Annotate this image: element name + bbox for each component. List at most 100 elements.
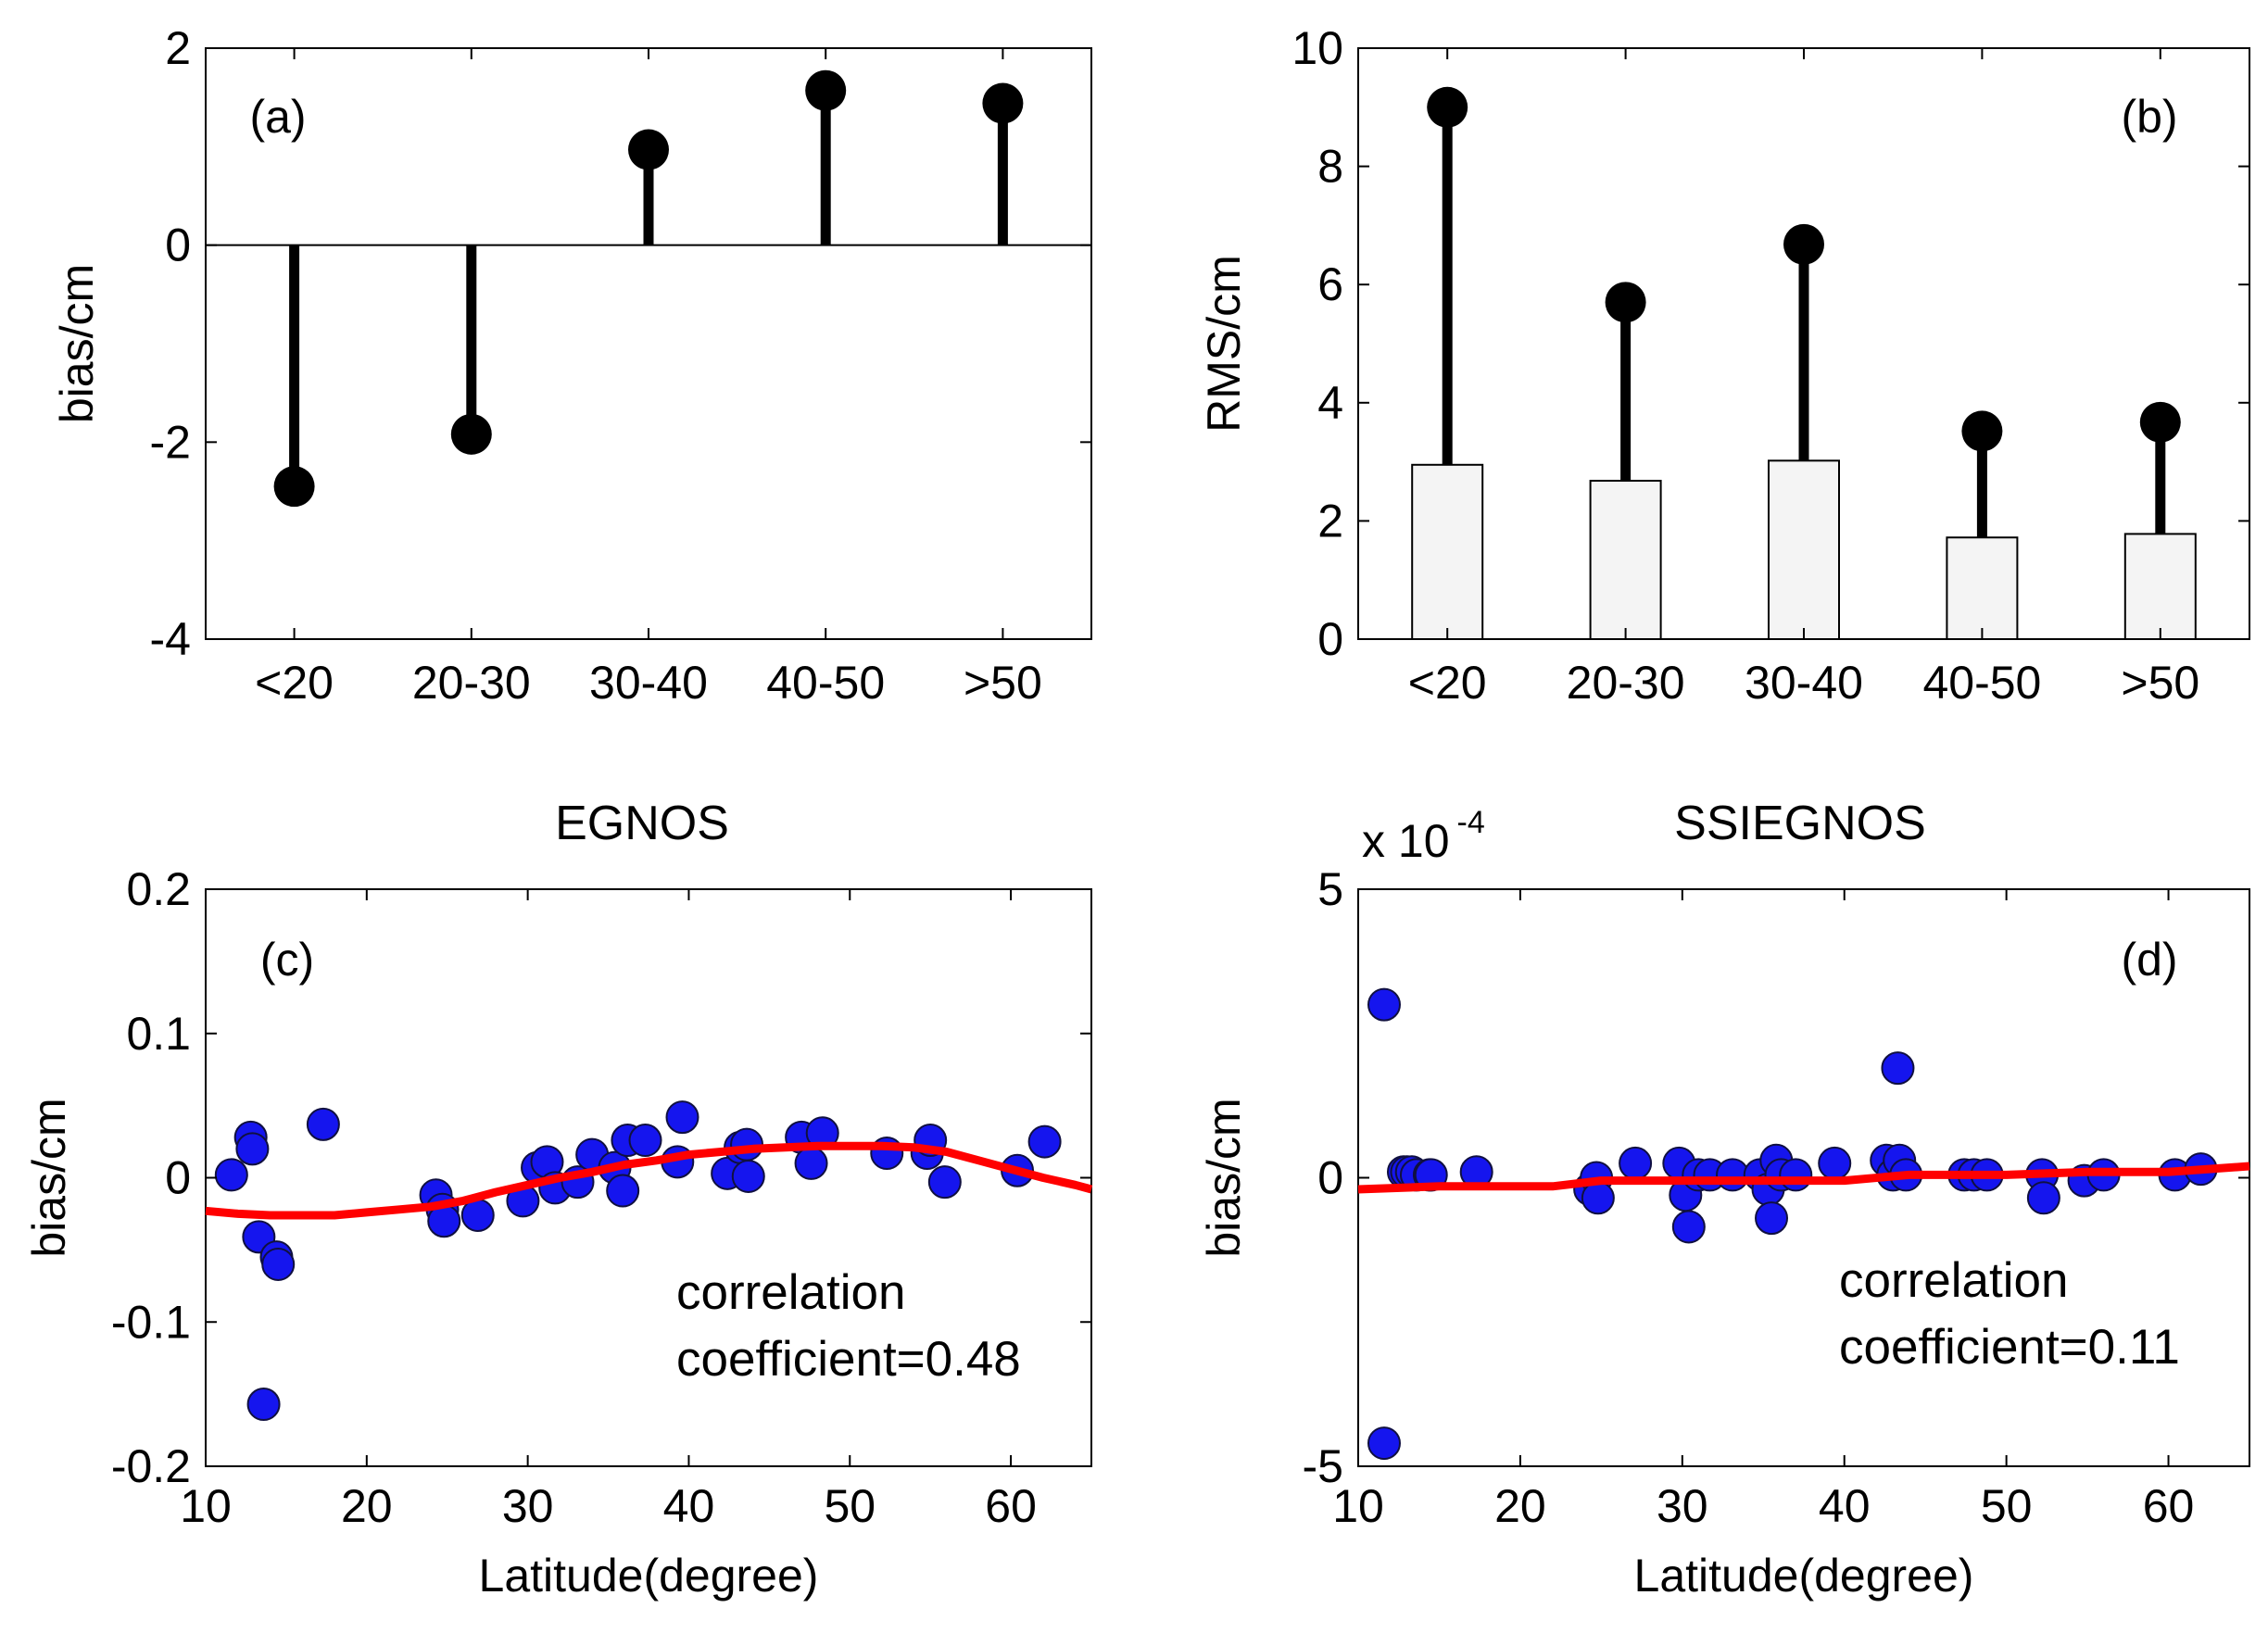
panel-d-xtick-label: 20: [1494, 1480, 1546, 1532]
panel-c-ytick-label: 0.2: [126, 863, 191, 915]
panel-b-ytick-label: 0: [1317, 613, 1343, 665]
panel-c-xtick-label: 10: [180, 1480, 232, 1532]
panel-b-ytick-label: 10: [1292, 22, 1343, 74]
panel-c-point: [261, 1247, 296, 1281]
panel-d-annotation-line1: correlation: [1839, 1253, 2068, 1308]
panel-a-xtick-label: >50: [964, 657, 1042, 709]
panel-a-ytick-label: 0: [165, 220, 191, 271]
panel-a-xtick-label: 40-50: [766, 657, 885, 709]
panel-d-point: [1671, 1210, 1706, 1244]
panel-c-point: [665, 1100, 699, 1135]
panel-c: -0.2 -0.1 0 0.1 0.2 10 20 30 40 50 60 Latitude(degr…: [23, 797, 1093, 1602]
panel-d-xlabel: Latitude(degree): [1634, 1550, 1974, 1602]
panel-c-point: [1027, 1124, 1062, 1159]
panel-d-xtick-label: 50: [1981, 1480, 2033, 1532]
panel-c-annotation-line1: correlation: [676, 1265, 905, 1320]
panel-a-stem-marker: [273, 466, 315, 508]
panel-d-exponent-base: x 10: [1362, 815, 1450, 867]
panel-c-xtick-label: 50: [824, 1480, 876, 1532]
panel-c-xlabel: Latitude(degree): [479, 1550, 819, 1602]
panel-b-stem-marker: [1605, 282, 1646, 323]
panel-d-ylabel: bias/cm: [1198, 1098, 1250, 1257]
panel-c-annotation-line2: coefficient=0.48: [676, 1332, 1021, 1387]
panel-b: (b) 0 2 4 6 8 10 <20 20-30 30-40 40-50 >50 RMS/cm: [1198, 22, 2250, 709]
panel-d-point: [2026, 1181, 2060, 1215]
panel-a-xtick-label: 30-40: [589, 657, 708, 709]
panel-c-point: [628, 1124, 662, 1158]
panel-b-ytick-label: 4: [1317, 377, 1343, 429]
panel-d-ytick-label: -5: [1303, 1440, 1343, 1492]
panel-d-exponent-power: -4: [1457, 805, 1485, 840]
panel-c-title: EGNOS: [555, 797, 729, 850]
panel-a-ylabel: bias/cm: [51, 264, 103, 423]
panel-a-ytick-label: -4: [150, 613, 191, 665]
panel-d-point: [1818, 1146, 1852, 1180]
panel-d-point: [1367, 987, 1401, 1022]
panel-d-ytick-label: 5: [1317, 863, 1343, 915]
panel-b-stem-marker: [2139, 401, 2181, 443]
panel-c-xtick-label: 30: [502, 1480, 554, 1532]
panel-d-point: [1367, 1426, 1401, 1461]
panel-a-label: (a): [249, 91, 306, 143]
panel-d-annotation-line2: coefficient=0.11: [1839, 1320, 2180, 1375]
panel-d-label: (d): [2121, 934, 2177, 986]
panel-d-xtick-label: 30: [1657, 1480, 1708, 1532]
panel-b-bar: [1411, 463, 1484, 641]
panel-c-ytick-label: -0.1: [111, 1296, 191, 1348]
panel-a: (a) -4 -2 0 2 <20 20-30 30-40 40-50 >50 bias/cm: [51, 22, 1092, 709]
panel-c-xtick-label: 40: [663, 1480, 715, 1532]
panel-c-ytick-label: 0.1: [126, 1008, 191, 1060]
panel-b-bar: [1768, 459, 1840, 640]
panel-a-stem-marker: [450, 413, 492, 455]
panel-c-point: [731, 1159, 765, 1193]
panel-c-xtick-label: 20: [341, 1480, 393, 1532]
panel-a-ytick-label: -2: [150, 416, 191, 468]
panel-c-point: [460, 1198, 495, 1232]
panel-a-xtick-label: <20: [255, 657, 334, 709]
panel-d-point: [1581, 1181, 1615, 1215]
panel-d-title: SSIEGNOS: [1674, 797, 1926, 850]
panel-a-ytick-label: 2: [165, 22, 191, 74]
panel-b-xtick-label: >50: [2121, 657, 2199, 709]
panel-b-xtick-label: 20-30: [1567, 657, 1685, 709]
panel-b-xtick-label: 30-40: [1745, 657, 1863, 709]
panel-b-stem-marker: [1961, 410, 2003, 452]
panel-c-point: [306, 1107, 340, 1141]
panel-a-xtick-label: 20-30: [412, 657, 531, 709]
panel-b-xtick-label: 40-50: [1922, 657, 2041, 709]
panel-d-fit-line: [1357, 1162, 2250, 1194]
panel-a-stem-marker: [805, 69, 847, 111]
panel-b-ytick-label: 2: [1317, 495, 1343, 546]
panel-c-label: (c): [260, 934, 314, 986]
panel-a-stem-marker: [628, 129, 669, 170]
panel-d-point: [1881, 1051, 1915, 1086]
panel-d-point: [1755, 1201, 1789, 1236]
panel-d-xtick-label: 40: [1819, 1480, 1871, 1532]
panel-a-stem-marker: [982, 82, 1024, 124]
panel-c-ytick-label: -0.2: [111, 1440, 191, 1492]
panel-c-point: [927, 1165, 962, 1200]
panel-c-ylabel: bias/cm: [23, 1098, 75, 1257]
panel-c-point: [214, 1158, 248, 1192]
panel-c-xtick-label: 60: [985, 1480, 1037, 1532]
panel-b-bar: [1946, 536, 2019, 640]
panel-c-point: [794, 1146, 828, 1180]
panel-b-stem-marker: [1427, 86, 1468, 128]
panel-b-bar: [1589, 480, 1662, 640]
panel-d-xtick-label: 60: [2143, 1480, 2195, 1532]
panel-d-ytick-label: 0: [1317, 1152, 1343, 1204]
panel-d: -5 0 5 10 20 30 40 50 60 Latitude(degree) bias/cm S…: [1198, 797, 2250, 1602]
panel-c-point: [235, 1132, 270, 1166]
panel-c-point: [606, 1174, 640, 1208]
panel-c-point: [246, 1388, 281, 1422]
panel-d-exponent: x 10 -4: [1362, 805, 1485, 867]
panel-c-ytick-label: 0: [165, 1152, 191, 1204]
panel-d-xtick-label: 10: [1332, 1480, 1384, 1532]
panel-b-ytick-label: 6: [1317, 258, 1343, 310]
panel-d-point: [1779, 1158, 1813, 1192]
panel-b-ylabel: RMS/cm: [1198, 255, 1250, 433]
panel-b-xtick-label: <20: [1408, 657, 1487, 709]
panel-d-point: [1619, 1146, 1653, 1180]
panel-b-label: (b): [2121, 91, 2177, 143]
